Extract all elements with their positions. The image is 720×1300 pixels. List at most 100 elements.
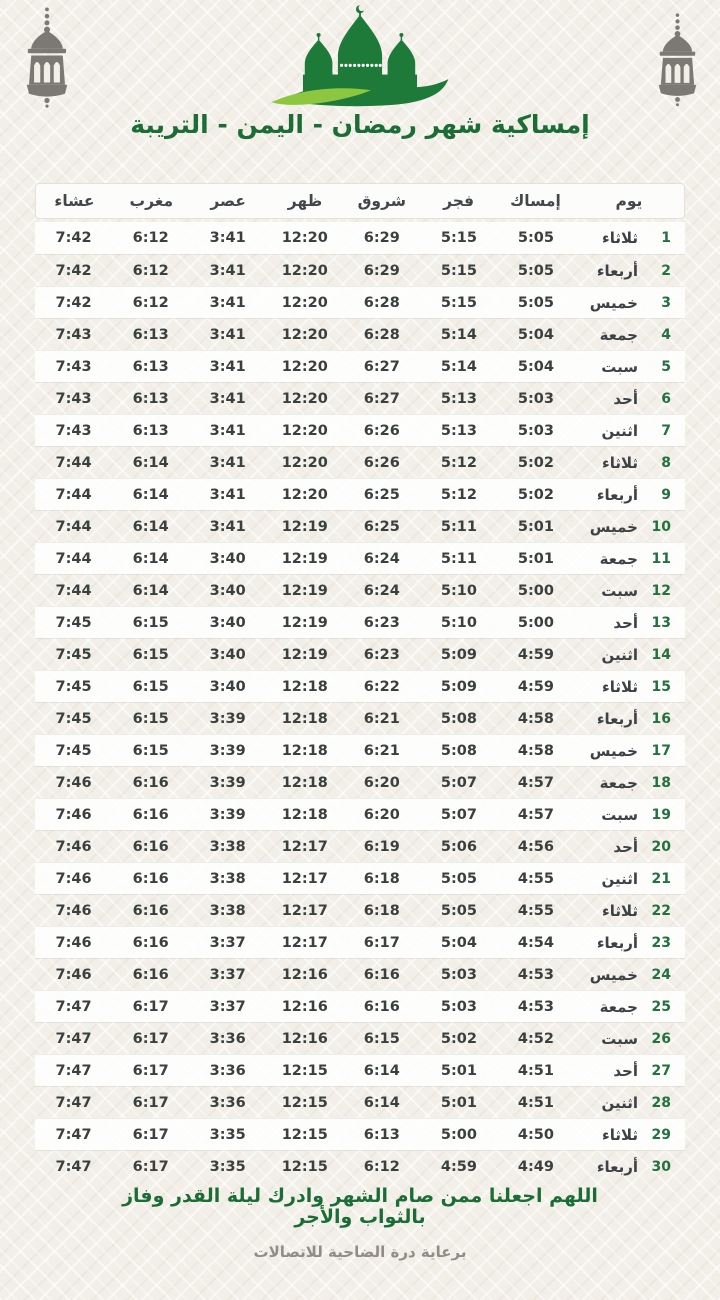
cell-isha: 7:45: [55, 614, 92, 631]
day-name: سبت: [601, 357, 638, 376]
day-number: 18: [651, 774, 671, 791]
cell-dhuhr: 12:19: [281, 582, 328, 599]
cell-asr: 3:36: [209, 1030, 246, 1047]
cell-asr: 3:38: [209, 838, 246, 855]
cell-shuruq: 6:20: [363, 774, 400, 791]
day-number: 19: [651, 806, 671, 823]
cell-day: 27 أحد: [575, 1062, 686, 1080]
cell-maghrib: 6:17: [132, 1094, 169, 1111]
table-row: 12 سبت 5:00 5:10 6:24 12:19 3:40 6:14 7:44: [35, 574, 685, 606]
table-row: 15 ثلاثاء 4:59 5:09 6:22 12:18 3:40 6:15 7:45: [35, 670, 685, 702]
day-number: 22: [651, 902, 671, 919]
footer-sponsor: برعاية درة الضاحية للاتصالات: [253, 1243, 467, 1261]
day-number: 29: [651, 1126, 671, 1143]
cell-maghrib: 6:15: [132, 710, 169, 727]
day-number: 13: [651, 614, 671, 631]
cell-asr: 3:40: [209, 614, 246, 631]
day-number: 6: [661, 390, 671, 407]
table-row: 28 اثنين 4:51 5:01 6:14 12:15 3:36 6:17 7:47: [35, 1086, 685, 1118]
day-name: أربعاء: [596, 261, 638, 280]
cell-shuruq: 6:13: [363, 1126, 400, 1143]
cell-maghrib: 6:12: [132, 230, 169, 246]
cell-fajr: 5:01: [440, 1094, 477, 1111]
table-row: 3 خميس 5:05 5:15 6:28 12:20 3:41 6:12 7:42: [35, 286, 685, 318]
cell-shuruq: 6:16: [363, 998, 400, 1015]
cell-shuruq: 6:24: [363, 582, 400, 599]
col-header-fajr: فجر: [443, 192, 475, 210]
cell-day: 23 أربعاء: [575, 934, 686, 952]
cell-day: 2 أربعاء: [575, 262, 686, 280]
cell-fajr: 5:10: [440, 614, 477, 631]
cell-maghrib: 6:17: [132, 1030, 169, 1047]
cell-dhuhr: 12:20: [281, 454, 328, 471]
cell-day: 8 ثلاثاء: [575, 454, 686, 472]
cell-imsak: 5:01: [517, 550, 554, 567]
cell-maghrib: 6:17: [132, 1062, 169, 1079]
cell-shuruq: 6:25: [363, 486, 400, 503]
day-name: خميس: [589, 293, 638, 312]
cell-imsak: 4:50: [517, 1126, 554, 1143]
cell-day: 15 ثلاثاء: [575, 678, 686, 696]
cell-maghrib: 6:15: [132, 678, 169, 695]
cell-isha: 7:46: [55, 838, 92, 855]
cell-asr: 3:41: [209, 262, 246, 279]
cell-imsak: 4:58: [517, 742, 554, 759]
table-row: 29 ثلاثاء 4:50 5:00 6:13 12:15 3:35 6:17 7:47: [35, 1118, 685, 1150]
cell-imsak: 4:55: [517, 870, 554, 887]
cell-day: 30 أربعاء: [575, 1158, 686, 1176]
cell-isha: 7:45: [55, 646, 92, 663]
cell-fajr: 5:03: [440, 998, 477, 1015]
cell-maghrib: 6:15: [132, 646, 169, 663]
cell-dhuhr: 12:19: [281, 614, 328, 631]
table-row: 13 أحد 5:00 5:10 6:23 12:19 3:40 6:15 7:45: [35, 606, 685, 638]
cell-isha: 7:42: [55, 294, 92, 311]
cell-shuruq: 6:29: [363, 230, 400, 246]
day-number: 9: [661, 486, 671, 503]
cell-imsak: 4:56: [517, 838, 554, 855]
cell-isha: 7:44: [55, 486, 92, 503]
cell-isha: 7:46: [55, 966, 92, 983]
cell-asr: 3:41: [209, 486, 246, 503]
day-name: سبت: [601, 581, 638, 600]
cell-imsak: 4:58: [517, 710, 554, 727]
cell-isha: 7:42: [55, 230, 92, 246]
cell-maghrib: 6:17: [132, 1158, 169, 1175]
cell-isha: 7:45: [55, 678, 92, 695]
cell-maghrib: 6:17: [132, 1126, 169, 1143]
day-name: سبت: [601, 1029, 638, 1048]
cell-asr: 3:39: [209, 806, 246, 823]
cell-fajr: 5:13: [440, 422, 477, 439]
lantern-left-icon: [22, 6, 72, 114]
day-number: 4: [661, 326, 671, 343]
cell-isha: 7:44: [55, 550, 92, 567]
day-name: جمعة: [599, 549, 638, 568]
table-row: 10 خميس 5:01 5:11 6:25 12:19 3:41 6:14 7:44: [35, 510, 685, 542]
cell-asr: 3:37: [209, 934, 246, 951]
cell-fajr: 5:09: [440, 678, 477, 695]
cell-day: 1 ثلاثاء: [575, 229, 686, 247]
table-row: 17 خميس 4:58 5:08 6:21 12:18 3:39 6:15 7:45: [35, 734, 685, 766]
table-row: 9 أربعاء 5:02 5:12 6:25 12:20 3:41 6:14 7:44: [35, 478, 685, 510]
cell-isha: 7:43: [55, 390, 92, 407]
cell-asr: 3:40: [209, 550, 246, 567]
cell-dhuhr: 12:20: [281, 486, 328, 503]
cell-isha: 7:46: [55, 902, 92, 919]
day-number: 2: [661, 262, 671, 279]
day-number: 28: [651, 1094, 671, 1111]
mosque-icon: [268, 2, 452, 114]
cell-dhuhr: 12:16: [281, 998, 328, 1015]
day-name: أربعاء: [596, 709, 638, 728]
cell-shuruq: 6:21: [363, 710, 400, 727]
day-number: 15: [651, 678, 671, 695]
cell-fajr: 5:12: [440, 454, 477, 471]
cell-dhuhr: 12:17: [281, 870, 328, 887]
cell-isha: 7:47: [55, 1030, 92, 1047]
col-header-asr: عصر: [210, 192, 246, 210]
table-row: 21 اثنين 4:55 5:05 6:18 12:17 3:38 6:16 7:46: [35, 862, 685, 894]
cell-asr: 3:40: [209, 582, 246, 599]
table-row: 20 أحد 4:56 5:06 6:19 12:17 3:38 6:16 7:46: [35, 830, 685, 862]
cell-shuruq: 6:16: [363, 966, 400, 983]
cell-shuruq: 6:27: [363, 390, 400, 407]
cell-fajr: 5:06: [440, 838, 477, 855]
cell-imsak: 5:00: [517, 582, 554, 599]
